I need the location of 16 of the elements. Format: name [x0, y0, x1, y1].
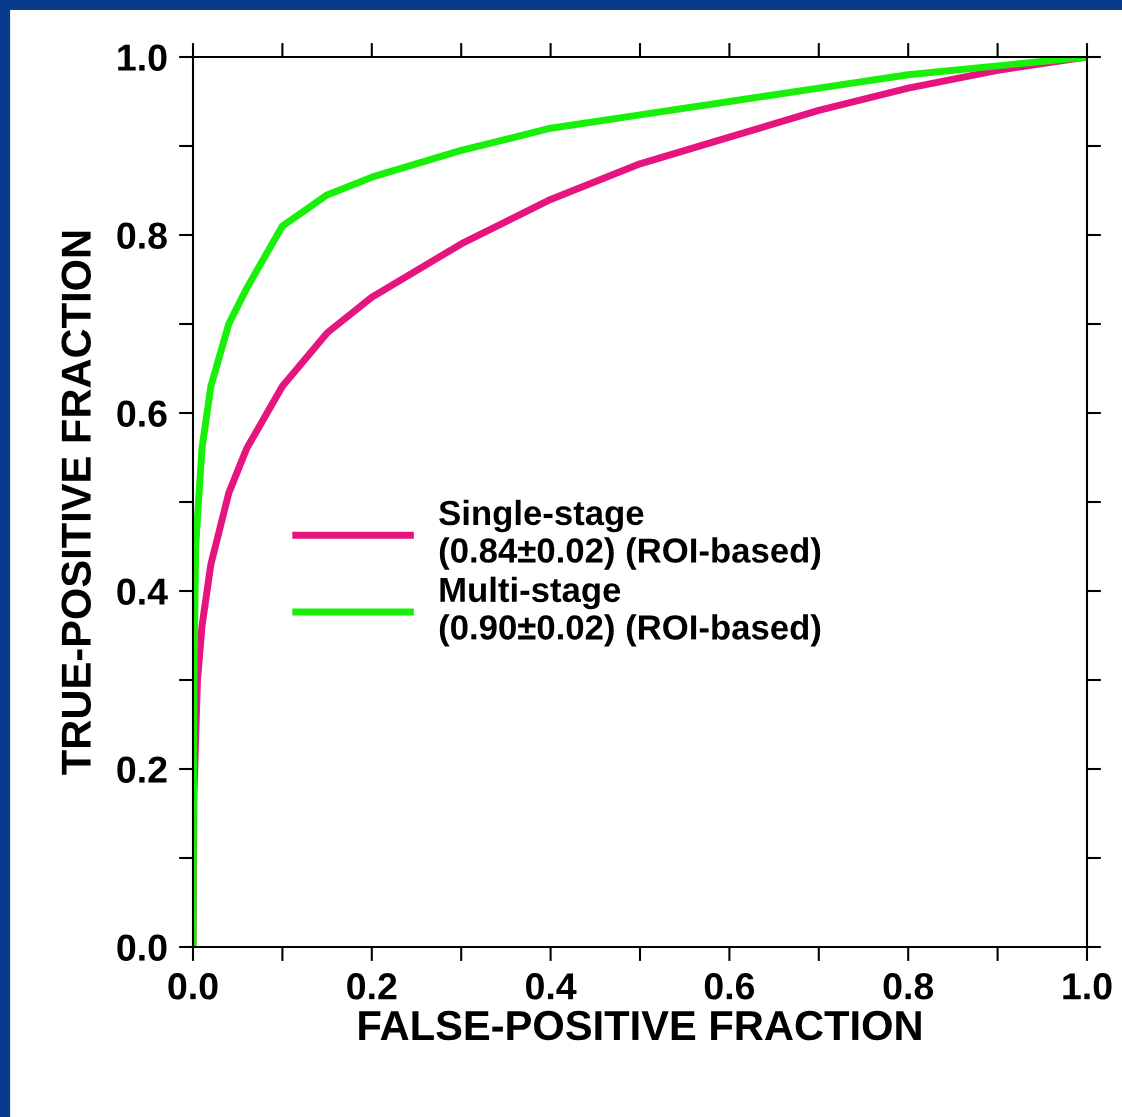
y-tick-label: 0.2	[117, 756, 167, 783]
y-tick-label: 0.8	[117, 222, 167, 249]
x-axis-title: FALSE-POSITIVE FRACTION	[359, 1010, 921, 1041]
x-tick-label: 0.2	[347, 972, 397, 1000]
y-axis-title: TRUE-POSITIVE FRACTION	[61, 231, 91, 775]
x-tick-label: 0.0	[168, 972, 218, 1000]
y-tick-label: 1.0	[118, 44, 167, 71]
y-tick-label: 0.4	[117, 578, 168, 605]
x-tick-label: 0.4	[526, 972, 577, 1000]
x-tick-label: 1.0	[1063, 972, 1112, 1000]
y-tick-label: 0.0	[117, 934, 167, 961]
x-tick-label: 0.8	[883, 972, 934, 1000]
legend-label: Single-stage (0.84±0.02) (ROI-based)	[439, 499, 821, 570]
y-tick-label: 0.6	[117, 400, 167, 427]
legend-label: Multi-stage (0.90±0.02) (ROI-based)	[439, 576, 821, 647]
x-tick-label: 0.6	[704, 972, 755, 1000]
